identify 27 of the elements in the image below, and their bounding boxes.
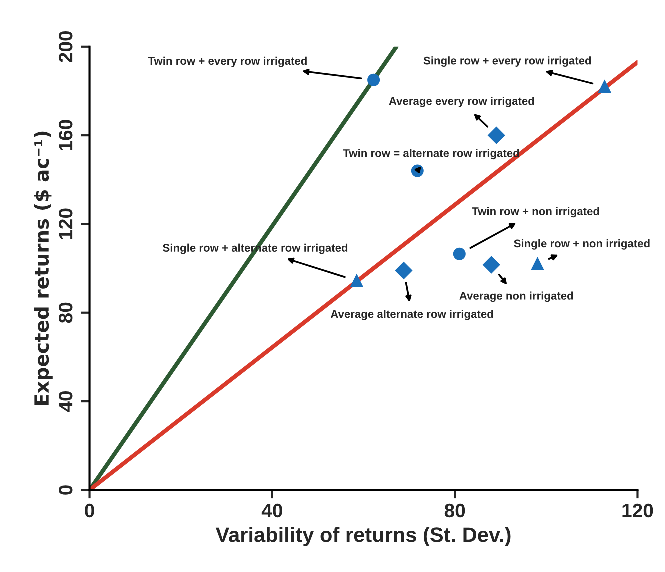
text: Twin row + non irrigated xyxy=(472,207,600,218)
x-tick-label: 80 xyxy=(444,504,466,518)
text: Average every row irrigated xyxy=(389,97,534,108)
y-tick-label: 40 xyxy=(58,392,73,412)
y-tick-label: 80 xyxy=(58,302,73,324)
y-axis-title: Expected returns ($ ac⁻¹) xyxy=(34,132,53,406)
y-tick-label: 120 xyxy=(58,208,73,240)
text: Average alternate row irrigated xyxy=(330,310,494,320)
point xyxy=(368,74,380,86)
x-axis-title: Variability of returns (St. Dev.) xyxy=(216,527,511,546)
point xyxy=(395,262,412,280)
y-tick-label: 0 xyxy=(58,486,73,495)
text: Twin row + every row irrigated xyxy=(148,56,307,68)
point xyxy=(598,80,612,94)
point xyxy=(483,256,500,274)
point xyxy=(453,248,466,260)
y-tick-label: 160 xyxy=(58,120,73,151)
series-label: Single row + every row irrigated xyxy=(424,56,592,68)
x-tick-label: 120 xyxy=(622,504,654,518)
text: Average non irrigated xyxy=(460,292,574,302)
x-tick-label: 0 xyxy=(85,504,94,518)
text: Single row + non irrigated xyxy=(514,239,650,250)
y-tick-label: 200 xyxy=(58,31,73,62)
point xyxy=(488,127,506,144)
point xyxy=(531,258,544,270)
point xyxy=(350,274,364,288)
x-tick-label: 40 xyxy=(262,504,282,518)
